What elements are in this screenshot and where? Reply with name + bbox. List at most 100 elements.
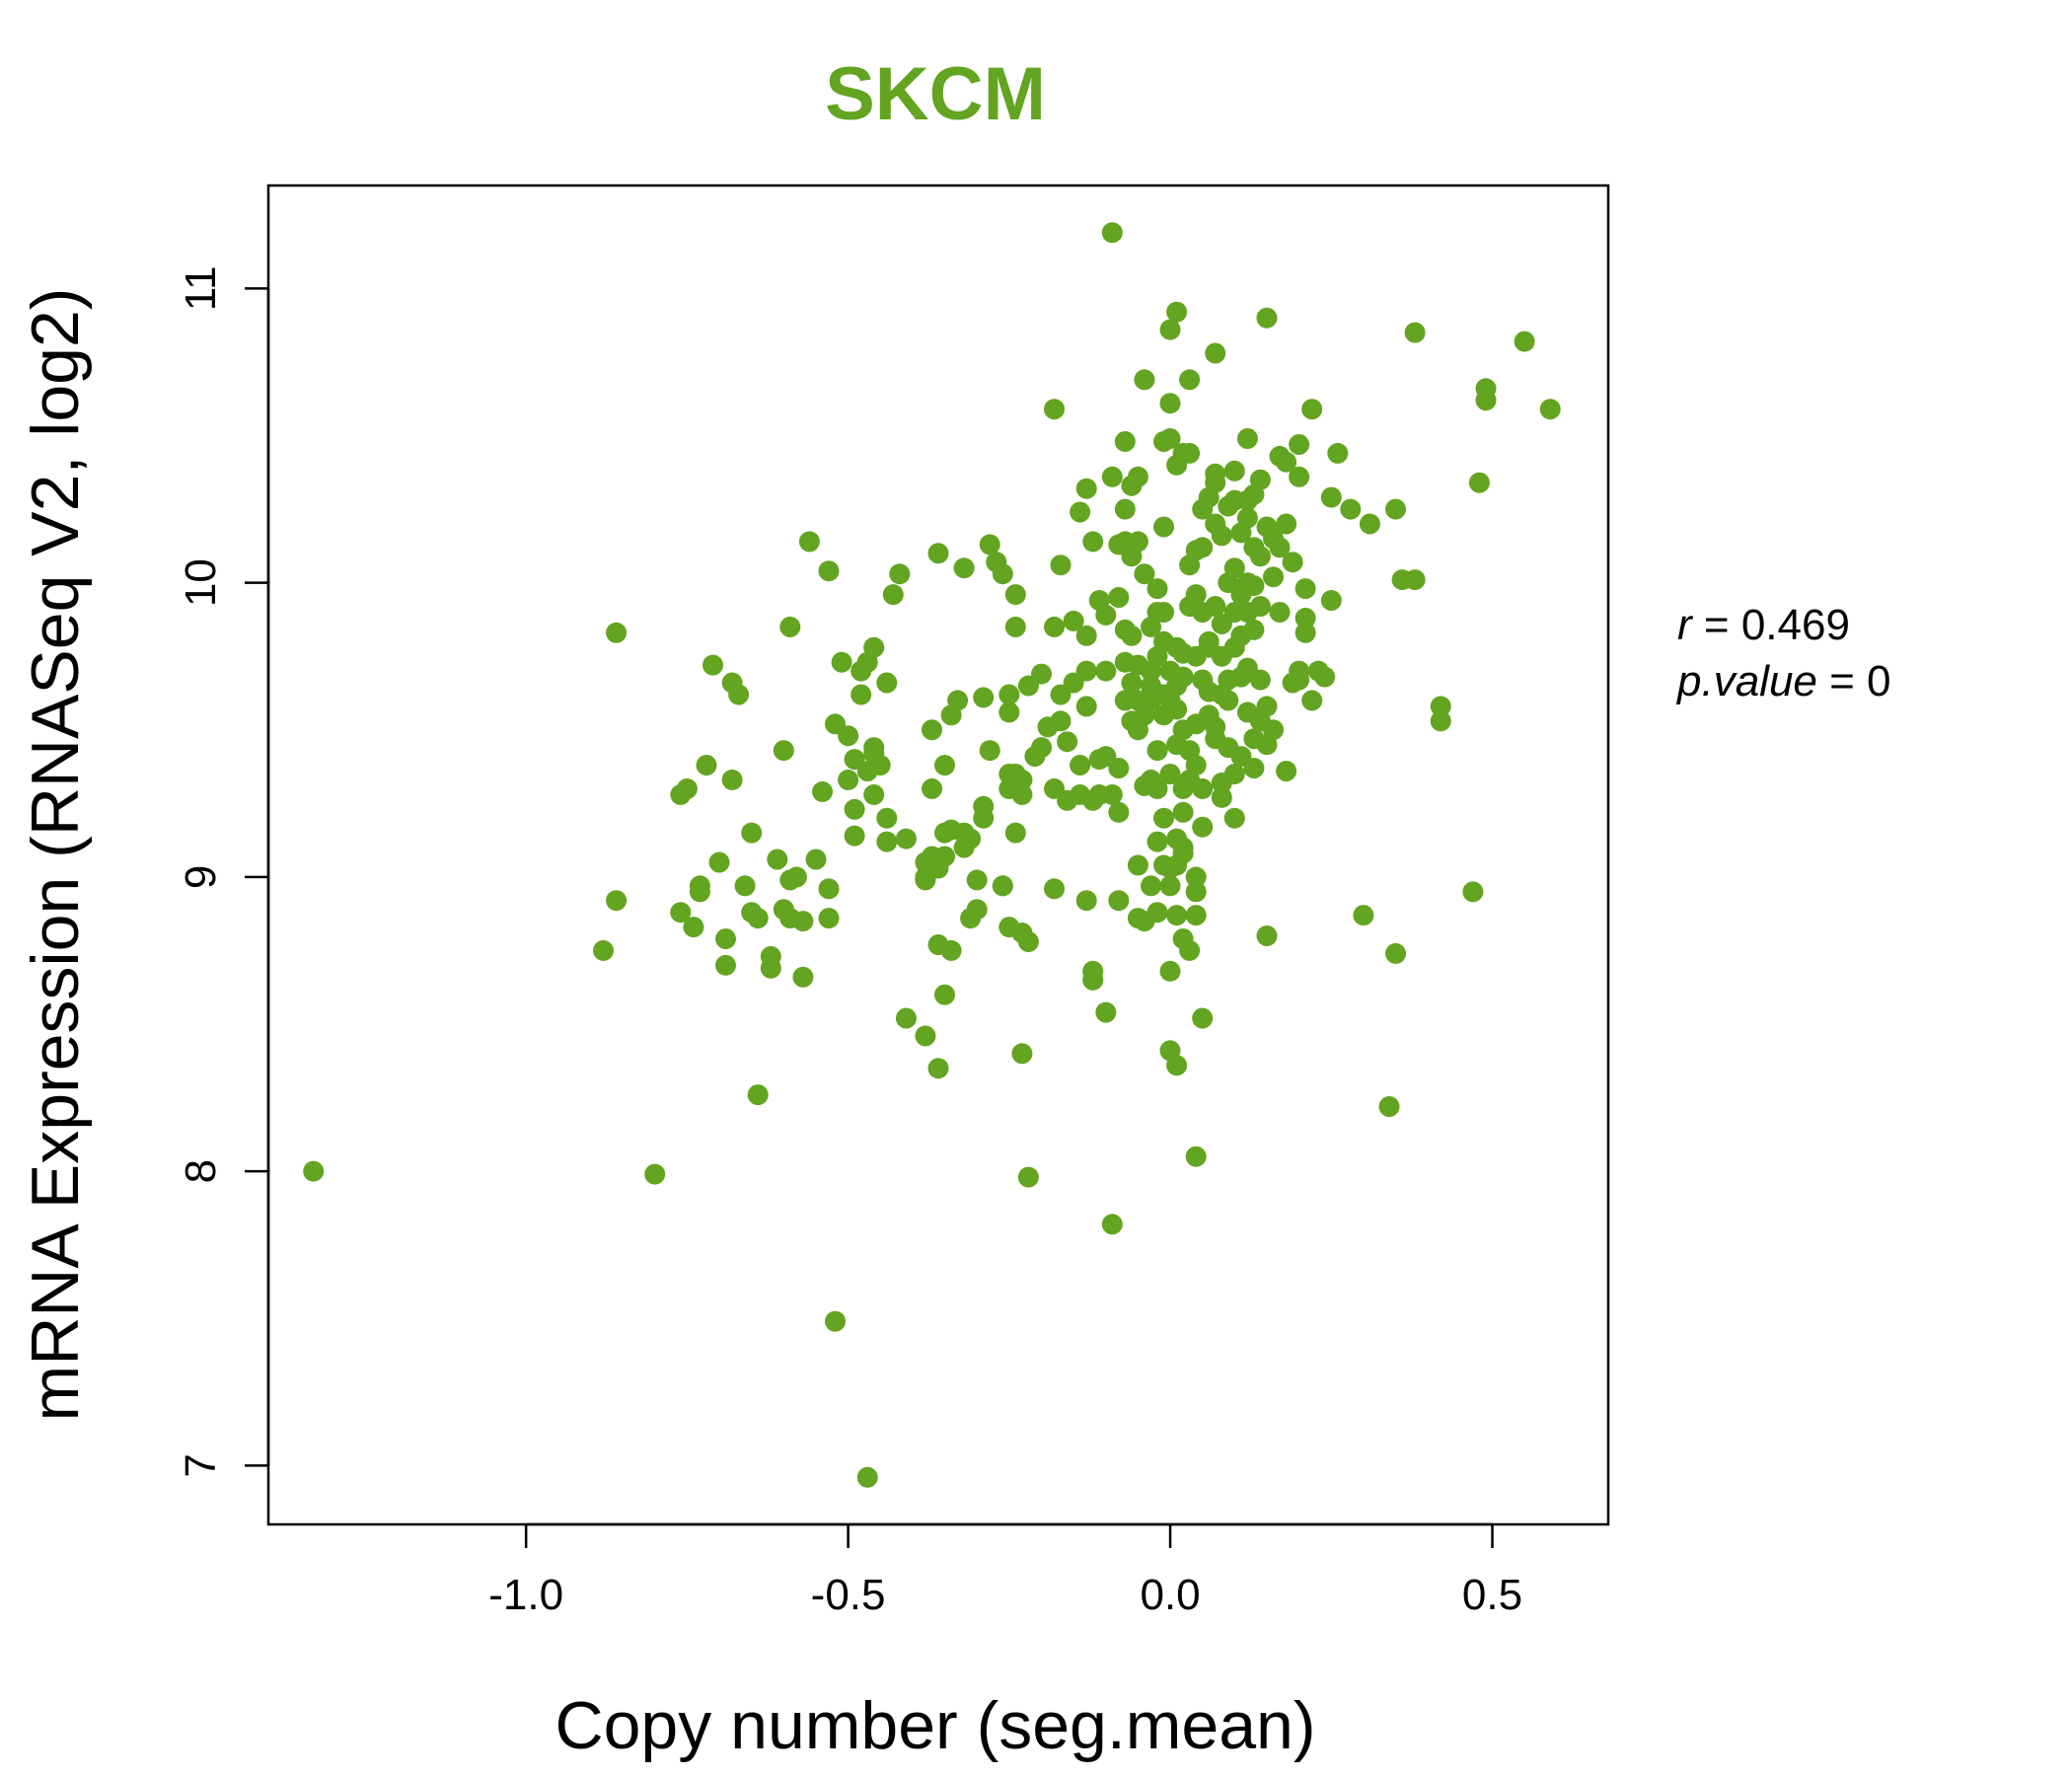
data-point xyxy=(818,908,840,929)
data-point xyxy=(1289,434,1310,455)
data-point xyxy=(785,866,807,888)
data-point xyxy=(1185,881,1207,903)
data-point xyxy=(1017,1166,1039,1188)
data-point xyxy=(960,828,982,850)
data-point xyxy=(1223,460,1245,481)
data-point xyxy=(1050,555,1072,576)
data-point xyxy=(1108,801,1130,823)
data-point xyxy=(1256,696,1278,717)
data-point xyxy=(1075,478,1097,499)
data-point xyxy=(876,807,898,829)
data-point xyxy=(767,849,788,870)
data-point xyxy=(1475,390,1497,411)
data-point xyxy=(934,984,955,1005)
p-equals: = xyxy=(1817,657,1867,705)
data-point xyxy=(1295,622,1316,643)
data-point xyxy=(708,851,730,873)
data-point xyxy=(831,651,852,673)
data-point xyxy=(1404,322,1426,343)
y-tick-label: 10 xyxy=(177,558,225,607)
x-tick-label: 0.0 xyxy=(1140,1571,1200,1619)
data-point xyxy=(1159,319,1181,340)
data-point xyxy=(869,755,891,776)
data-point xyxy=(1108,758,1130,778)
data-point xyxy=(1082,531,1104,553)
data-point xyxy=(1185,866,1207,888)
r-value: 0.469 xyxy=(1741,601,1850,649)
data-point xyxy=(1385,498,1406,520)
data-point xyxy=(1063,610,1084,631)
data-point xyxy=(1514,331,1535,352)
data-point xyxy=(934,755,955,776)
data-point xyxy=(1276,451,1297,473)
x-tick-label: 0.5 xyxy=(1462,1571,1522,1619)
data-point xyxy=(1243,758,1265,778)
data-point xyxy=(1075,890,1097,912)
data-points xyxy=(303,222,1561,1488)
data-point xyxy=(1108,587,1130,608)
data-point xyxy=(1211,525,1232,547)
data-point xyxy=(895,828,917,850)
data-point xyxy=(1153,602,1174,623)
data-point xyxy=(721,769,743,790)
data-point xyxy=(1134,563,1155,585)
data-point xyxy=(747,1084,769,1106)
data-point xyxy=(1101,466,1123,487)
data-point xyxy=(1095,1001,1117,1023)
chart-title: SKCM xyxy=(825,52,1046,136)
data-point xyxy=(303,1160,325,1182)
y-axis-label: mRNA Expression (RNASeq V2, log2) xyxy=(18,288,93,1422)
data-point xyxy=(844,798,865,820)
data-point xyxy=(1172,837,1194,858)
data-point xyxy=(1404,569,1426,591)
data-point xyxy=(1185,1146,1207,1167)
data-point xyxy=(696,755,717,776)
data-point xyxy=(1011,1043,1033,1065)
data-point xyxy=(1236,428,1258,449)
data-point xyxy=(1314,666,1336,688)
data-point xyxy=(992,563,1013,585)
data-point xyxy=(927,1058,949,1079)
data-point xyxy=(1185,905,1207,926)
data-point xyxy=(1223,807,1245,829)
data-point xyxy=(760,957,781,979)
data-point xyxy=(1295,578,1316,600)
data-point xyxy=(818,878,840,900)
data-point xyxy=(1114,498,1136,520)
data-point xyxy=(966,899,988,921)
data-point xyxy=(966,869,988,891)
data-point xyxy=(1430,710,1451,732)
data-point xyxy=(1295,607,1316,629)
data-point xyxy=(999,702,1020,723)
data-point xyxy=(1282,552,1303,573)
data-point xyxy=(734,875,756,897)
data-point xyxy=(1044,616,1065,637)
data-point xyxy=(1166,699,1188,720)
data-point xyxy=(1004,822,1026,844)
data-point xyxy=(1070,755,1091,776)
data-point xyxy=(715,954,736,976)
data-point xyxy=(1044,878,1065,900)
data-point xyxy=(1166,301,1188,323)
data-point xyxy=(1185,584,1207,606)
data-point xyxy=(1011,769,1033,790)
data-point xyxy=(838,725,859,747)
data-point xyxy=(1031,663,1052,685)
data-point xyxy=(1134,369,1155,391)
data-point xyxy=(1462,881,1484,903)
data-point xyxy=(593,939,614,961)
data-point xyxy=(1223,764,1245,784)
p-annotation: p.value = 0 xyxy=(1675,657,1891,705)
data-point xyxy=(1101,1214,1123,1235)
data-point xyxy=(1031,737,1052,759)
data-point xyxy=(1289,660,1310,682)
data-point xyxy=(1147,740,1168,762)
data-point xyxy=(1141,875,1161,897)
data-point xyxy=(1070,501,1091,523)
data-point xyxy=(1108,890,1130,912)
data-point xyxy=(1269,602,1291,623)
data-point xyxy=(683,917,704,938)
data-point xyxy=(876,831,898,852)
data-point xyxy=(889,563,911,585)
data-point xyxy=(728,684,750,705)
